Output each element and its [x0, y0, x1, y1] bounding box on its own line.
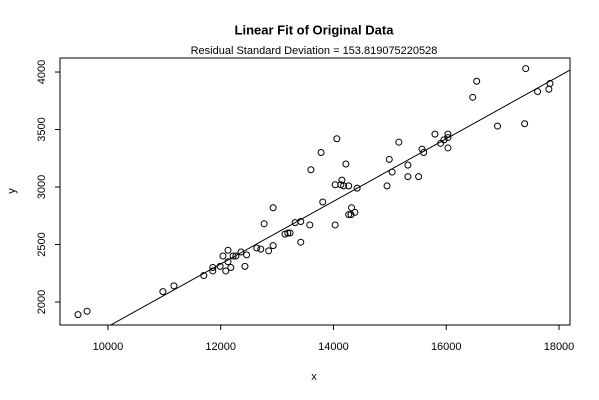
point — [383, 182, 391, 190]
point — [469, 93, 477, 101]
point — [388, 168, 396, 176]
point — [297, 218, 305, 226]
point — [345, 182, 353, 190]
point — [420, 149, 428, 157]
point — [546, 80, 554, 88]
point — [286, 229, 294, 237]
point — [522, 65, 530, 73]
point — [444, 130, 452, 138]
point — [494, 122, 502, 130]
point — [269, 242, 277, 250]
point — [243, 251, 251, 259]
point — [418, 145, 426, 153]
point — [444, 144, 452, 152]
point — [232, 252, 240, 260]
y-tick-label: 3000 — [36, 175, 48, 199]
point — [440, 136, 448, 144]
point — [534, 88, 542, 96]
y-axis-label: y — [6, 188, 18, 194]
point — [404, 161, 412, 169]
point — [415, 173, 423, 181]
point — [353, 184, 361, 192]
x-tick-label: 16000 — [431, 341, 462, 353]
point — [342, 160, 350, 168]
x-tick-label: 12000 — [205, 341, 236, 353]
point — [444, 134, 452, 142]
x-tick-label: 14000 — [318, 341, 349, 353]
point — [317, 149, 325, 157]
point — [385, 155, 393, 163]
point — [216, 262, 224, 270]
point — [351, 208, 359, 216]
point — [253, 244, 261, 252]
y-tick-label: 4000 — [36, 60, 48, 84]
point — [209, 264, 217, 272]
data-layer — [74, 65, 570, 325]
point — [431, 130, 439, 138]
point — [307, 166, 315, 174]
point — [241, 262, 249, 270]
y-tick-label: 3500 — [36, 117, 48, 141]
x-tick-label: 18000 — [544, 341, 575, 353]
point — [269, 204, 277, 212]
y-tick-label: 2000 — [36, 290, 48, 314]
x-tick-label: 10000 — [93, 341, 124, 353]
point — [222, 267, 230, 275]
point — [237, 248, 245, 256]
point — [83, 307, 91, 315]
point — [200, 272, 208, 280]
point — [284, 229, 292, 237]
point — [297, 238, 305, 246]
point — [159, 288, 167, 296]
point — [521, 120, 529, 128]
point — [395, 138, 403, 146]
point — [340, 182, 348, 190]
point — [227, 264, 235, 272]
fit-line — [109, 69, 570, 325]
point — [170, 282, 178, 290]
point — [229, 252, 237, 260]
y-tick-label: 2500 — [36, 232, 48, 256]
point — [306, 221, 314, 229]
chart-title: Linear Fit of Original Data — [235, 22, 395, 37]
point — [404, 173, 412, 181]
point — [224, 258, 232, 266]
x-axis-label: x — [311, 371, 317, 383]
point — [224, 246, 232, 254]
point — [345, 211, 353, 219]
point — [348, 204, 356, 212]
plot-frame — [59, 57, 571, 326]
point — [331, 221, 339, 229]
point — [347, 211, 355, 219]
point — [265, 247, 273, 255]
point — [473, 77, 481, 85]
point — [209, 267, 217, 275]
point — [219, 252, 227, 260]
point — [260, 220, 268, 228]
chart-subtitle: Residual Standard Deviation = 153.819075… — [191, 45, 438, 57]
point — [319, 198, 327, 206]
point — [257, 245, 265, 253]
point — [333, 135, 341, 143]
point — [74, 311, 82, 319]
